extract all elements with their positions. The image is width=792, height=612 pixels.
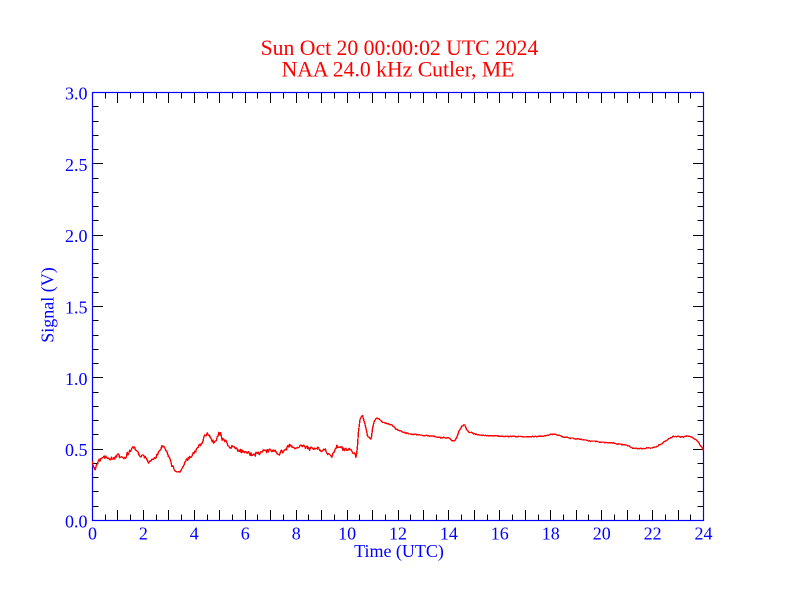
svg-text:6: 6: [241, 524, 250, 544]
svg-text:0.5: 0.5: [65, 440, 88, 460]
svg-text:10: 10: [338, 524, 356, 544]
svg-text:14: 14: [440, 524, 458, 544]
svg-text:24: 24: [695, 524, 713, 544]
svg-text:0: 0: [88, 524, 97, 544]
svg-text:0.0: 0.0: [65, 512, 88, 532]
svg-text:2.5: 2.5: [65, 155, 88, 175]
svg-text:20: 20: [593, 524, 611, 544]
svg-text:Signal (V): Signal (V): [38, 267, 59, 343]
svg-text:2.0: 2.0: [65, 226, 88, 246]
svg-text:1.5: 1.5: [65, 298, 88, 318]
svg-text:4: 4: [190, 524, 199, 544]
svg-text:2: 2: [139, 524, 148, 544]
svg-text:8: 8: [292, 524, 301, 544]
svg-text:18: 18: [542, 524, 560, 544]
svg-text:Sun Oct 20 00:00:02 UTC 2024: Sun Oct 20 00:00:02 UTC 2024: [261, 36, 539, 60]
svg-text:12: 12: [389, 524, 407, 544]
svg-text:Time (UTC): Time (UTC): [354, 541, 444, 562]
svg-text:3.0: 3.0: [65, 84, 88, 104]
svg-text:NAA 24.0 kHz Cutler, ME: NAA 24.0 kHz Cutler, ME: [282, 58, 515, 82]
svg-text:16: 16: [491, 524, 509, 544]
svg-text:22: 22: [644, 524, 662, 544]
svg-text:1.0: 1.0: [65, 369, 88, 389]
